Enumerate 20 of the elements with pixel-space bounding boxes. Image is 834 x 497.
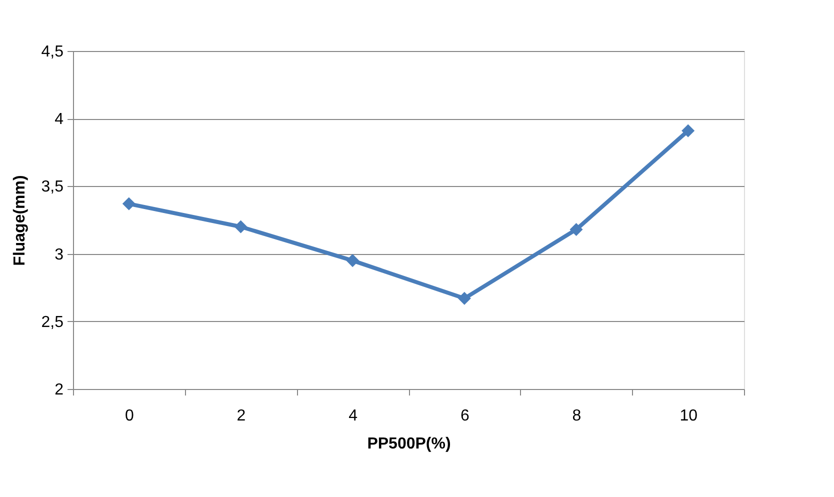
point [122,197,136,210]
point [346,254,360,268]
x-tick-label: 2 [236,408,246,424]
y-axis-title: Fluage(mm) [11,175,28,266]
x-tick-label: 4 [348,408,358,424]
point [234,220,248,234]
x-tick-label: 10 [680,408,698,424]
y-tick-label: 3,5 [41,178,64,196]
y-tick-label: 4,5 [41,44,64,60]
y-tick-label: 3 [54,246,64,264]
x-tick-label: 6 [460,408,470,424]
y-tick-label: 2 [54,382,64,398]
y-tick-label: 4 [54,111,64,128]
point [570,222,583,236]
x-tick-label: 8 [572,408,582,424]
y-tick-label: 2,5 [41,314,64,331]
x-axis-title: PP500P(%) [367,436,451,452]
point [458,292,471,305]
point [682,124,695,138]
x-tick-label: 0 [124,408,134,424]
